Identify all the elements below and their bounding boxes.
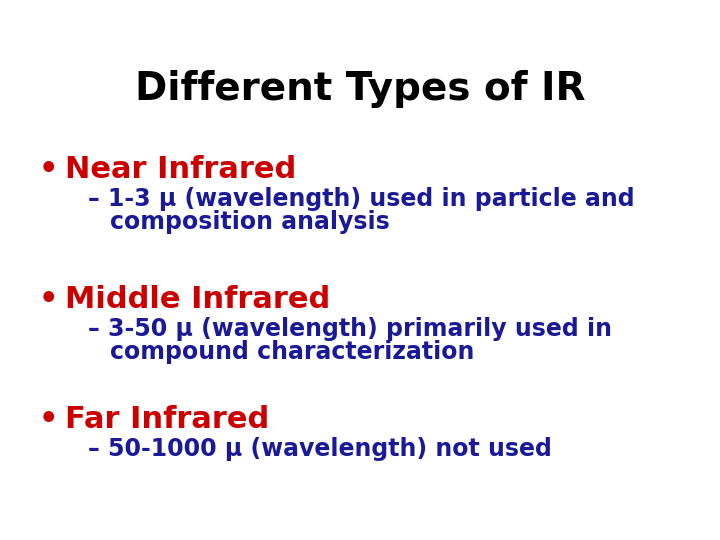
Text: – 3-50 μ (wavelength) primarily used in: – 3-50 μ (wavelength) primarily used in [88, 317, 612, 341]
Text: •: • [38, 155, 58, 184]
Text: Far Infrared: Far Infrared [65, 405, 269, 434]
Text: Different Types of IR: Different Types of IR [135, 70, 585, 108]
Text: •: • [38, 285, 58, 314]
Text: Middle Infrared: Middle Infrared [65, 285, 330, 314]
Text: compound characterization: compound characterization [110, 340, 474, 364]
Text: Near Infrared: Near Infrared [65, 155, 296, 184]
Text: •: • [38, 405, 58, 434]
Text: – 1-3 μ (wavelength) used in particle and: – 1-3 μ (wavelength) used in particle an… [88, 187, 634, 211]
Text: composition analysis: composition analysis [110, 210, 390, 234]
Text: – 50-1000 μ (wavelength) not used: – 50-1000 μ (wavelength) not used [88, 437, 552, 461]
